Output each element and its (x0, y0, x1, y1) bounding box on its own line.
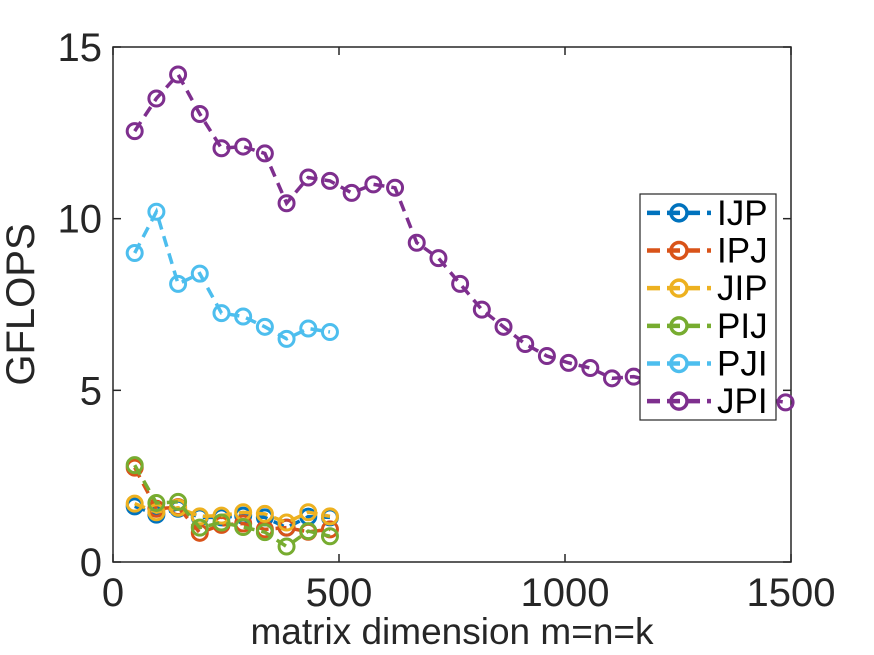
svg-text:15: 15 (58, 26, 103, 70)
svg-text:0: 0 (102, 571, 124, 615)
x-axis-label: matrix dimension m=n=k (250, 611, 654, 652)
series-PJI (125, 202, 339, 348)
svg-text:500: 500 (306, 571, 373, 615)
legend-label-JPI: JPI (717, 382, 768, 421)
axis-ticks (112, 46, 792, 563)
plot-box (112, 46, 792, 563)
legend-entry-IJP: IJP (647, 194, 768, 233)
legend-entry-IPJ: IPJ (647, 232, 768, 271)
legend-label-JIP: JIP (717, 269, 768, 308)
y-tick-labels: 0 5 10 15 (58, 26, 103, 585)
svg-text:0: 0 (80, 541, 102, 585)
legend-label-IPJ: IPJ (717, 232, 768, 271)
legend-label-PJI: PJI (717, 345, 768, 384)
legend-entry-PJI: PJI (647, 345, 768, 384)
svg-text:5: 5 (80, 369, 102, 413)
series-PIJ (125, 456, 339, 556)
svg-text:10: 10 (58, 198, 103, 242)
legend-entry-JIP: JIP (647, 269, 768, 308)
legend-label-PIJ: PIJ (717, 307, 768, 346)
svg-text:1000: 1000 (521, 571, 610, 615)
y-axis-label: GFLOPS (0, 223, 43, 385)
legend-box (639, 193, 777, 421)
x-tick-labels: 0 500 1000 1500 (102, 571, 836, 615)
svg-text:1500: 1500 (747, 571, 836, 615)
series-JIP (125, 494, 339, 532)
legend-label-IJP: IJP (717, 194, 768, 233)
legend-entry-JPI: JPI (647, 382, 768, 421)
legend-entry-PIJ: PIJ (647, 307, 768, 346)
